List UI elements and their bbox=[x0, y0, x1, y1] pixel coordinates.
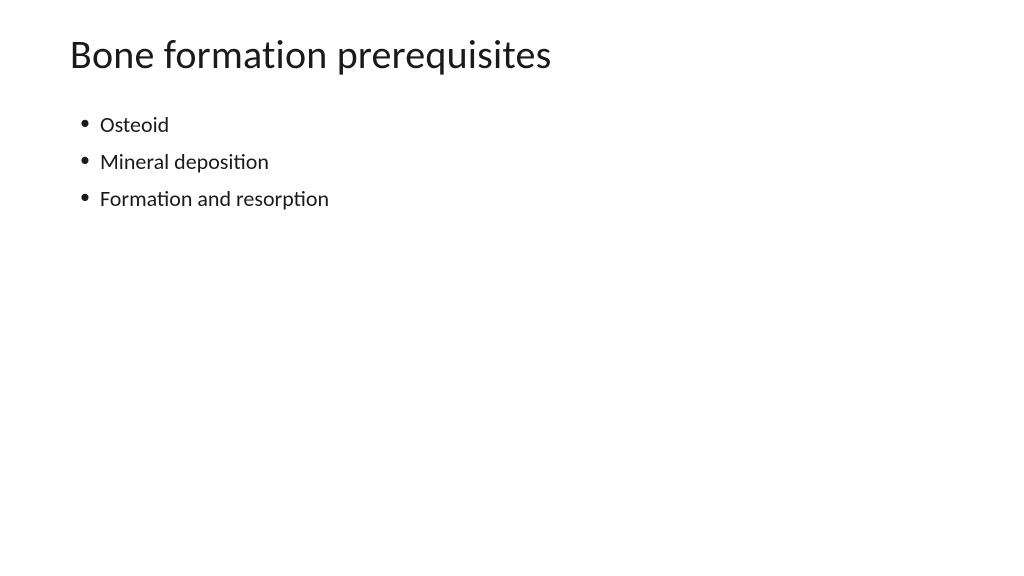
slide-container: Bone formation prerequisites Osteoid Min… bbox=[0, 0, 1024, 576]
list-item: Formation and resorption bbox=[78, 181, 954, 216]
bullet-list: Osteoid Mineral deposition Formation and… bbox=[70, 107, 954, 217]
list-item: Mineral deposition bbox=[78, 144, 954, 179]
slide-title: Bone formation prerequisites bbox=[70, 30, 954, 79]
list-item: Osteoid bbox=[78, 107, 954, 142]
